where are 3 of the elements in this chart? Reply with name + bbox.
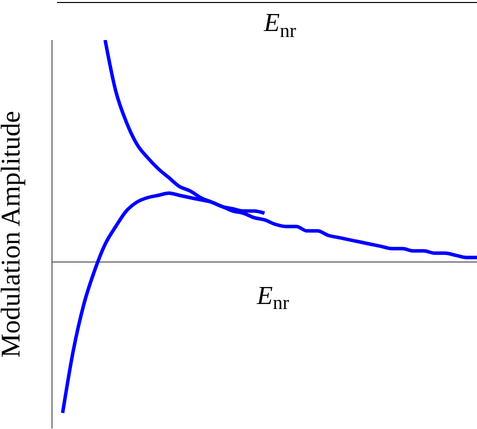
y-axis-title: Modulation Amplitude xyxy=(0,110,26,358)
x-axis-title: E$_{nr}$ xyxy=(256,281,290,314)
text: E$_{nr}$ xyxy=(262,8,298,44)
